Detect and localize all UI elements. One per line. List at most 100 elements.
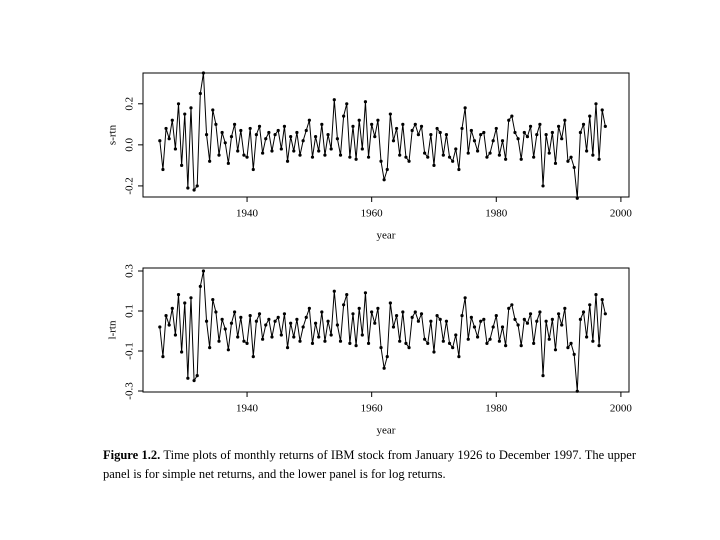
point xyxy=(600,108,604,112)
point xyxy=(457,167,461,172)
point xyxy=(270,335,274,339)
point xyxy=(563,306,567,310)
point xyxy=(313,135,318,139)
point xyxy=(482,130,486,135)
x-tick-label: 2000 xyxy=(610,403,633,415)
point xyxy=(566,159,570,163)
point xyxy=(566,346,570,350)
point xyxy=(223,141,227,145)
point xyxy=(398,339,402,343)
point xyxy=(544,132,548,137)
point xyxy=(438,130,442,135)
point xyxy=(479,132,483,137)
point xyxy=(429,132,433,137)
point xyxy=(416,319,420,323)
point xyxy=(223,327,227,331)
point xyxy=(357,118,361,122)
line xyxy=(159,72,606,199)
plot-frame xyxy=(142,72,630,198)
point xyxy=(528,124,533,128)
point xyxy=(444,132,449,137)
point xyxy=(451,159,455,163)
point xyxy=(351,124,355,128)
point xyxy=(220,317,224,321)
plot-frame xyxy=(142,267,630,393)
point xyxy=(220,130,224,135)
y-tick-label: 0.3 xyxy=(124,264,136,278)
point xyxy=(164,126,168,131)
point xyxy=(603,312,607,316)
point xyxy=(451,346,455,350)
point xyxy=(426,341,430,345)
point xyxy=(348,341,352,345)
point xyxy=(273,132,277,137)
point xyxy=(282,124,287,128)
point xyxy=(488,337,492,341)
point xyxy=(276,315,280,319)
point xyxy=(581,122,586,126)
point xyxy=(391,325,396,329)
point xyxy=(239,315,243,319)
point xyxy=(407,346,411,350)
point xyxy=(469,128,473,133)
point xyxy=(332,289,336,293)
point xyxy=(323,339,327,343)
point xyxy=(342,114,346,118)
point xyxy=(317,149,321,153)
point xyxy=(226,348,230,352)
point xyxy=(279,147,283,151)
point xyxy=(532,341,536,345)
point xyxy=(581,310,586,314)
point xyxy=(239,128,243,133)
point xyxy=(251,355,255,359)
point xyxy=(535,319,539,323)
figure: -0.2 0.0 0.2 1940 1960 1980 2000 s-rtn year -0.3 -… xyxy=(107,71,633,437)
point xyxy=(560,323,564,327)
point xyxy=(447,341,452,345)
point xyxy=(472,325,477,329)
point xyxy=(435,126,439,131)
point xyxy=(338,339,343,343)
point xyxy=(398,153,402,157)
point xyxy=(167,323,171,327)
y-tick-label: 0.0 xyxy=(124,137,136,151)
y-axis-label: s-rtn xyxy=(107,124,119,145)
point xyxy=(176,102,181,106)
point xyxy=(164,314,168,318)
point xyxy=(460,126,464,131)
point xyxy=(394,126,399,131)
x-axis-label: year xyxy=(377,425,396,437)
point xyxy=(301,139,305,143)
point xyxy=(332,98,336,102)
point xyxy=(373,135,377,139)
point xyxy=(229,135,234,139)
point xyxy=(183,112,187,116)
point xyxy=(360,333,364,337)
point xyxy=(323,153,327,157)
point xyxy=(195,374,199,378)
point xyxy=(211,108,215,112)
point xyxy=(189,296,193,300)
point xyxy=(248,126,252,131)
point xyxy=(504,157,508,161)
point xyxy=(556,124,561,128)
point xyxy=(413,122,417,126)
point xyxy=(547,151,551,155)
y-tick-label: 0.1 xyxy=(124,304,136,318)
y-tick-label: -0.1 xyxy=(124,342,136,359)
point xyxy=(510,114,514,118)
point xyxy=(254,132,258,137)
point xyxy=(183,301,187,305)
point xyxy=(304,128,308,133)
point xyxy=(391,139,396,143)
point xyxy=(317,335,321,339)
point xyxy=(385,355,389,359)
point xyxy=(173,147,177,151)
point xyxy=(444,319,449,323)
point xyxy=(535,132,539,137)
y-axis-label: l-rtn xyxy=(107,320,119,339)
point xyxy=(553,161,558,165)
point xyxy=(264,137,268,141)
point xyxy=(357,306,361,310)
point xyxy=(600,298,604,302)
